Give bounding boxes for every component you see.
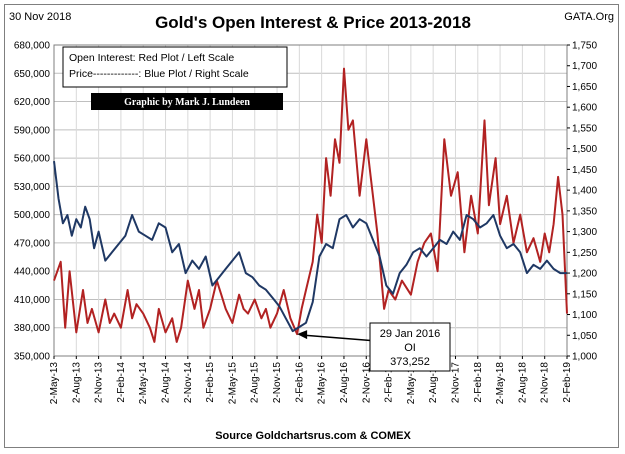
left-tick-label: 650,000	[14, 69, 51, 80]
left-tick-label: 380,000	[14, 323, 51, 334]
series-price-line	[53, 160, 567, 333]
x-tick-label: 2-Aug-15	[250, 362, 261, 404]
annotation-date: 29 Jan 2016	[380, 328, 441, 340]
legend-line-price: Price-------------: Blue Plot / Right Sc…	[69, 68, 249, 80]
date-label: 30 Nov 2018	[9, 11, 71, 23]
brand-label: GATA.Org	[564, 11, 614, 23]
legend-line-open-interest: Open Interest: Red Plot / Left Scale	[69, 52, 234, 64]
right-tick-label: 1,200	[572, 269, 597, 280]
x-tick-label: 2-Feb-17	[384, 362, 395, 403]
open-interest-price-chart: 350,000 380,000 410,000 440,000 470,000 500,0…	[9, 11, 614, 442]
left-tick-label: 500,000	[14, 210, 51, 221]
left-tick-label: 680,000	[14, 41, 51, 52]
right-tick-label: 1,150	[572, 289, 597, 300]
annotation-label: OI	[404, 342, 416, 354]
annotation-value: 373,252	[390, 356, 430, 368]
right-tick-label: 1,250	[572, 248, 597, 259]
x-tick-label: 2-Feb-19	[562, 362, 573, 403]
right-tick-label: 1,550	[572, 123, 597, 134]
annotation-arrow	[303, 334, 378, 342]
credit-banner: Graphic by Mark J. Lundeen	[91, 93, 283, 110]
x-tick-label: 2-May-14	[138, 362, 149, 405]
series-group	[53, 67, 568, 343]
x-tick-label: 2-Feb-16	[294, 362, 305, 403]
right-tick-label: 1,450	[572, 165, 597, 176]
right-tick-label: 1,050	[572, 331, 597, 342]
x-tick-label: 2-Nov-15	[272, 362, 283, 404]
annotation: 29 Jan 2016 OI 373,252	[297, 322, 451, 372]
source-label: Source Goldchartsrus.com & COMEX	[215, 430, 411, 442]
left-tick-label: 350,000	[14, 352, 51, 363]
x-tick-label: 2-Aug-16	[339, 362, 350, 404]
x-tick-label: 2-Nov-18	[540, 362, 551, 404]
right-tick-label: 1,350	[572, 206, 597, 217]
left-tick-label: 440,000	[14, 267, 51, 278]
right-tick-label: 1,750	[572, 41, 597, 52]
x-tick-label: 2-May-17	[406, 362, 417, 405]
right-tick-label: 1,500	[572, 144, 597, 155]
series-open-interest-line	[53, 67, 568, 343]
right-tick-label: 1,000	[572, 352, 597, 363]
x-tick-label: 2-Aug-18	[517, 362, 528, 404]
x-tick-label: 2-Feb-18	[473, 362, 484, 403]
right-tick-label: 1,300	[572, 227, 597, 238]
right-tick-label: 1,700	[572, 61, 597, 72]
x-tick-label: 2-Nov-17	[450, 362, 461, 404]
x-tick-label: 2-Aug-13	[71, 362, 82, 404]
legend-box: Open Interest: Red Plot / Left Scale Pri…	[62, 46, 288, 88]
chart-frame: 350,000 380,000 410,000 440,000 470,000 500,0…	[4, 4, 619, 448]
x-tick-label: 2-Feb-14	[116, 362, 127, 403]
x-tick-label: 2-May-15	[227, 362, 238, 405]
x-axis-ticks: 2-May-13 2-Aug-13 2-Nov-13 2-Feb-14 2-May-14…	[49, 356, 573, 404]
left-tick-label: 590,000	[14, 125, 51, 136]
left-tick-label: 530,000	[14, 182, 51, 193]
left-axis-ticks: 350,000 380,000 410,000 440,000 470,000 500,0…	[14, 41, 51, 363]
x-tick-label: 2-May-16	[317, 362, 328, 405]
right-tick-label: 1,100	[572, 310, 597, 321]
right-tick-label: 1,600	[572, 103, 597, 114]
left-tick-label: 470,000	[14, 238, 51, 249]
left-tick-label: 560,000	[14, 154, 51, 165]
credit-text: Graphic by Mark J. Lundeen	[124, 97, 250, 108]
annotation-arrow-head	[297, 330, 308, 340]
chart-title: Gold's Open Interest & Price 2013-2018	[155, 13, 471, 32]
x-tick-label: 2-Nov-16	[361, 362, 372, 404]
left-tick-label: 620,000	[14, 97, 51, 108]
annotation-box	[369, 322, 451, 372]
x-tick-label: 2-May-13	[49, 362, 60, 405]
x-tick-label: 2-Nov-13	[94, 362, 105, 404]
x-tick-label: 2-Aug-17	[428, 362, 439, 404]
plot-area	[53, 44, 568, 357]
right-tick-label: 1,400	[572, 186, 597, 197]
left-tick-label: 410,000	[14, 295, 51, 306]
right-axis-ticks: 1,000 1,050 1,100 1,150 1,200 1,250 1,300 1,350…	[567, 41, 597, 363]
x-tick-label: 2-Aug-14	[161, 362, 172, 404]
x-tick-label: 2-May-18	[495, 362, 506, 405]
x-tick-label: 2-Nov-14	[183, 362, 194, 404]
right-tick-label: 1,650	[572, 82, 597, 93]
x-tick-label: 2-Feb-15	[205, 362, 216, 403]
